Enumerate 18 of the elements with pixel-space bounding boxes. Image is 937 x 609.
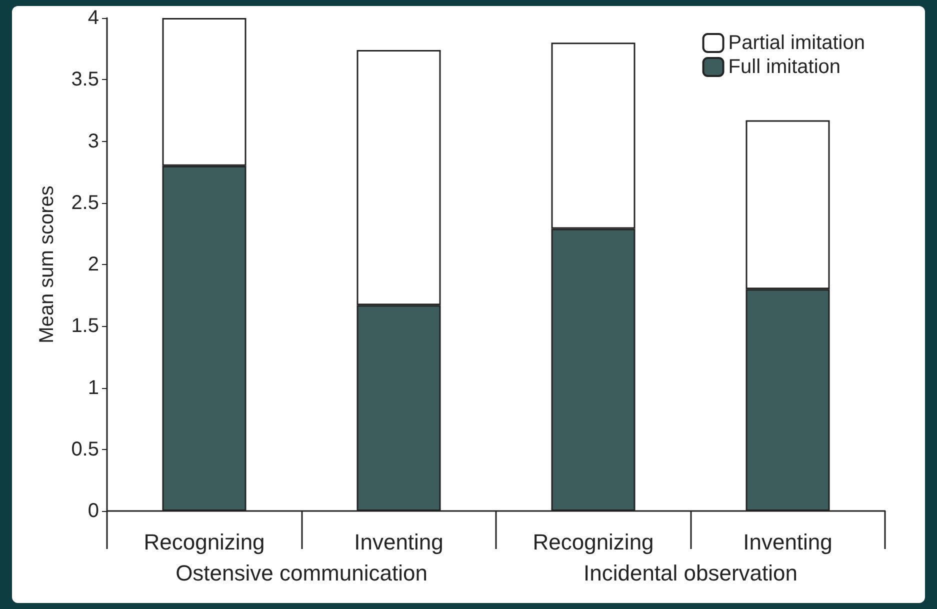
y-tick-label: 2.5 — [71, 192, 99, 214]
y-tick-label: 3.5 — [71, 68, 99, 91]
x-tick-label: Recognizing — [144, 530, 265, 554]
legend-label: Partial imitation — [728, 32, 865, 54]
x-tick-label: Inventing — [743, 530, 832, 554]
y-tick-label: 1.5 — [71, 315, 99, 338]
y-axis-title: Mean sum scores — [36, 186, 58, 344]
y-tick-label: 2 — [88, 254, 99, 276]
x-tick-label: Recognizing — [532, 530, 654, 554]
text: Incidental observation — [583, 560, 798, 586]
x-tick-label: Inventing — [354, 530, 444, 554]
y-tick-label: 3 — [88, 130, 99, 152]
y-tick-label: 1 — [88, 376, 99, 399]
y-tick-label: 4 — [88, 7, 99, 29]
legend-label: Full imitation — [728, 56, 841, 78]
y-tick-label: 0.5 — [71, 438, 99, 460]
y-tick-label: 0 — [88, 500, 99, 522]
text: Ostensive communication — [176, 560, 428, 586]
